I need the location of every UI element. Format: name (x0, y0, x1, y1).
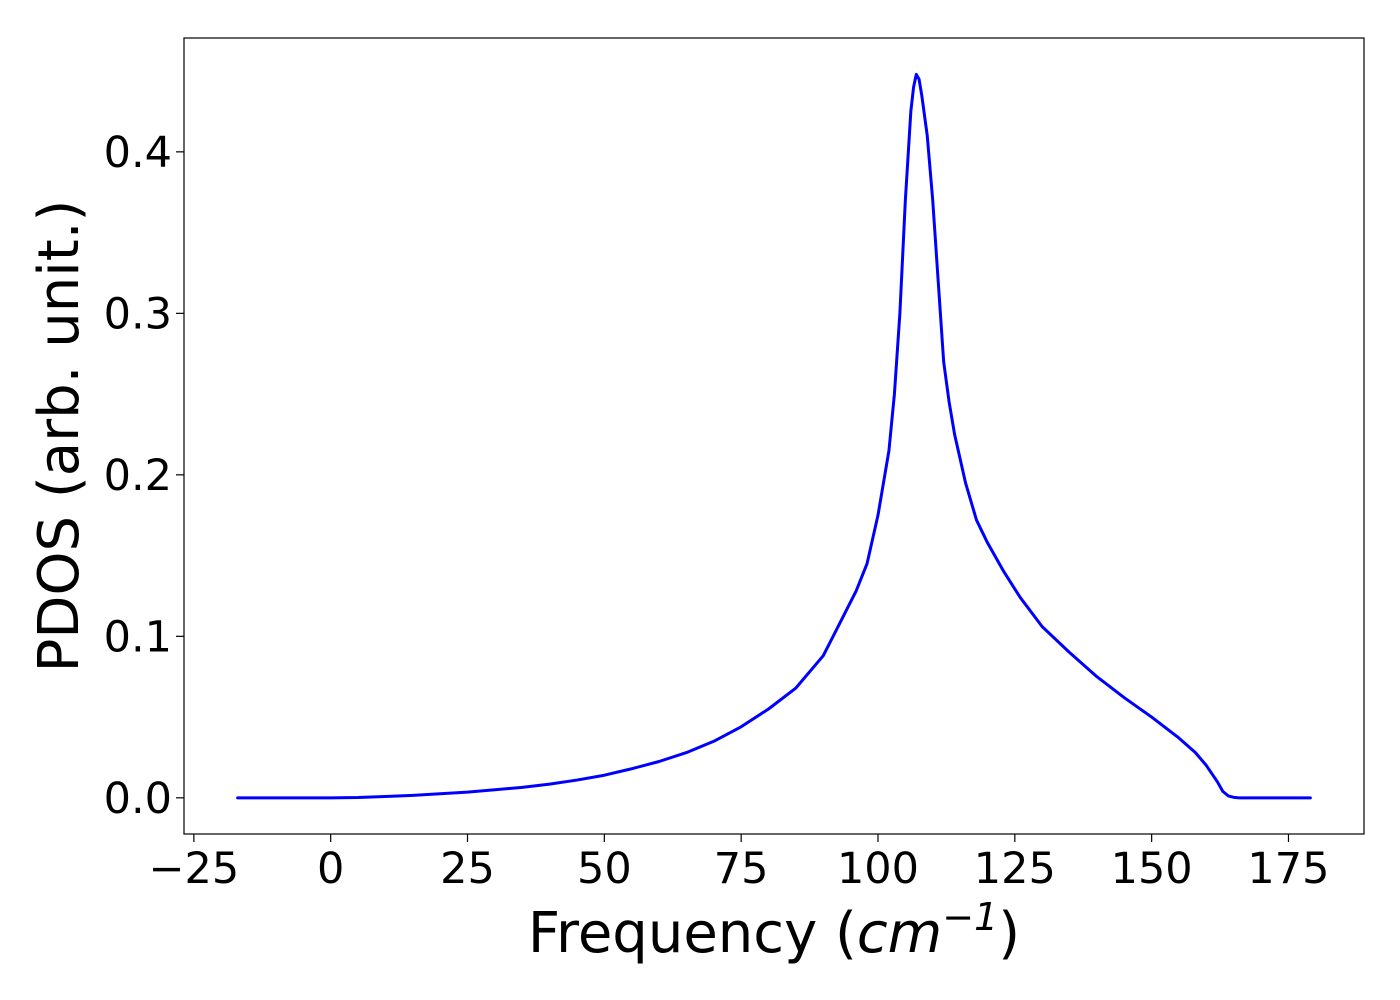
x-tick-label: 100 (837, 844, 919, 894)
x-axis-ticks: −25 0 25 50 75 100 125 150 175 (148, 834, 1330, 894)
y-tick-label: 0.2 (104, 451, 172, 501)
y-tick-label: 0.0 (104, 774, 172, 824)
x-tick-label: 175 (1247, 844, 1329, 894)
x-tick-label: 0 (317, 844, 344, 894)
y-tick-label: 0.1 (104, 612, 172, 662)
y-axis-title: PDOS (arb. unit.) (27, 200, 92, 673)
y-axis-ticks: 0.0 0.1 0.2 0.3 0.4 (104, 128, 184, 824)
plot-frame (183, 37, 1365, 835)
x-tick-label: −25 (148, 844, 239, 894)
x-tick-label: 125 (974, 844, 1056, 894)
plot-area (236, 72, 1312, 800)
x-axis-title: Frequency (cm−1) (528, 895, 1020, 966)
y-tick-label: 0.3 (104, 289, 172, 339)
x-tick-label: 150 (1111, 844, 1193, 894)
x-tick-label: 75 (714, 844, 769, 894)
pdos-series-line (236, 72, 1312, 800)
x-tick-label: 50 (577, 844, 632, 894)
x-tick-label: 25 (440, 844, 495, 894)
y-tick-label: 0.4 (104, 128, 172, 178)
